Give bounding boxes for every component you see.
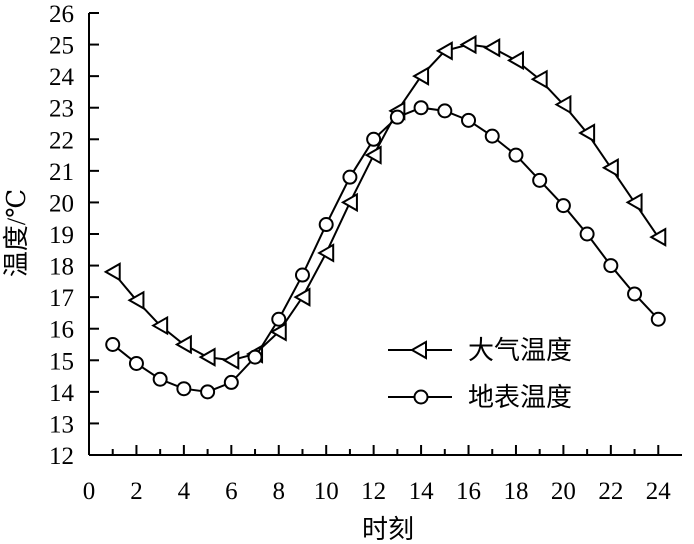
surface-temperature-point	[555, 198, 571, 214]
surface-temperature-point	[627, 286, 643, 302]
surface-temperature-point	[128, 355, 144, 371]
x-tick-label: 24	[646, 478, 672, 505]
surface-temperature-point	[176, 381, 192, 397]
surface-temperature-point	[318, 217, 334, 233]
surface-temperature-point	[105, 337, 121, 352]
air-temperature-point	[578, 123, 596, 143]
air-temperature-point	[412, 66, 430, 86]
surface-temperature-point	[271, 311, 287, 327]
y-tick-label: 19	[49, 222, 74, 249]
x-tick-label: 4	[178, 478, 191, 505]
y-axis-label: 温度/℃	[2, 189, 31, 277]
y-tick-label: 17	[49, 285, 74, 312]
y-tick-label: 20	[49, 190, 74, 217]
surface-temperature-point	[461, 112, 477, 128]
x-tick-label: 10	[314, 478, 339, 505]
axes-layer: 0 2 4 6 8 10 12 14 16 18 20 22 241213141516171819202…	[49, 1, 682, 505]
y-tick-label: 24	[49, 64, 75, 91]
surface-temperature-point	[294, 267, 310, 283]
surface-temperature-point	[366, 131, 382, 147]
surface-temperature-point	[389, 109, 405, 125]
surface-temperature-point	[413, 100, 429, 116]
y-tick-label: 15	[49, 348, 74, 375]
x-tick-label: 22	[598, 478, 623, 505]
air-temperature-point	[269, 322, 287, 342]
air-temperature-point	[625, 192, 643, 213]
air-temperature-point	[222, 350, 240, 371]
air-temperature-point	[459, 34, 477, 55]
x-tick-label: 2	[130, 478, 143, 505]
x-axis-label: 时刻	[362, 515, 414, 544]
surface-temperature-point	[223, 374, 239, 390]
series-layer	[103, 34, 667, 400]
surface-temperature-point	[579, 226, 595, 242]
air-temperature-point	[530, 69, 548, 90]
air-temperature-point	[506, 50, 524, 71]
legend-marker-air	[409, 340, 427, 360]
surface-temperature-point	[532, 172, 548, 188]
air-temperature-point	[293, 287, 311, 307]
y-tick-label: 12	[49, 443, 74, 470]
x-tick-label: 16	[456, 478, 481, 505]
x-tick-label: 14	[409, 478, 435, 505]
x-tick-label: 0	[83, 478, 96, 505]
y-tick-label: 23	[49, 96, 74, 123]
x-tick-label: 12	[361, 478, 386, 505]
y-tick-label: 26	[49, 1, 74, 28]
y-tick-label: 21	[49, 159, 74, 186]
legend-label-surface: 地表温度	[468, 383, 572, 412]
air-temperature-point	[435, 41, 453, 61]
air-temperature-point	[317, 243, 335, 263]
surface-temperature-point	[650, 311, 666, 327]
legend-marker-surface	[413, 389, 429, 405]
air-temperature-point	[103, 262, 121, 282]
legend: 大气温度 地表温度	[388, 336, 572, 412]
x-tick-label: 6	[225, 478, 238, 505]
surface-temperature-point	[603, 258, 619, 274]
air-temperature-point	[554, 94, 572, 115]
y-tick-label: 25	[49, 33, 74, 60]
air-temperature-point	[601, 157, 619, 178]
air-temperature-point	[340, 192, 358, 213]
surface-temperature-point	[247, 349, 263, 365]
surface-temperature-point	[508, 147, 524, 163]
y-tick-label: 18	[49, 254, 74, 281]
x-tick-label: 20	[551, 478, 576, 505]
legend-label-air: 大气温度	[468, 336, 572, 365]
air-temperature-point	[483, 38, 501, 58]
x-tick-label: 18	[503, 478, 528, 505]
air-temperature-point	[174, 334, 192, 355]
surface-temperature-point	[200, 384, 216, 400]
surface-temperature-point	[437, 103, 453, 119]
air-temperature-point	[151, 315, 169, 336]
surface-temperature-point	[484, 128, 500, 144]
air-temperature-point	[198, 347, 216, 367]
air-temperature-point	[127, 290, 145, 311]
y-tick-label: 22	[49, 127, 74, 154]
air-temperature-point	[649, 227, 667, 247]
y-tick-label: 14	[49, 380, 75, 407]
y-tick-label: 16	[49, 317, 74, 344]
air-temperature-point	[364, 145, 382, 165]
surface-temperature-point	[342, 169, 358, 185]
surface-temperature-point	[152, 371, 168, 387]
x-tick-label: 8	[273, 478, 286, 505]
y-tick-label: 13	[49, 411, 74, 438]
air-temperature-line	[111, 43, 660, 362]
